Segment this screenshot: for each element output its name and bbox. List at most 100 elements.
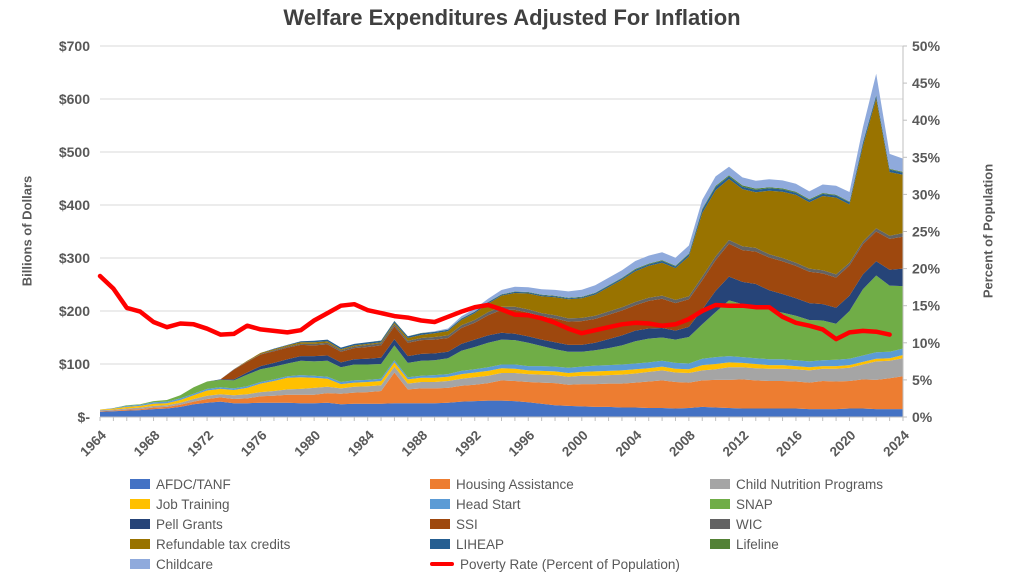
right-tick-label: 15%: [912, 298, 941, 314]
right-axis-title: Percent of Population: [980, 163, 996, 299]
legend-item-refundable-tax-credits: Refundable tax credits: [130, 534, 290, 554]
legend-label: Child Nutrition Programs: [736, 476, 884, 492]
legend-swatch: [130, 559, 150, 569]
area-child-nutrition-programs: [100, 358, 903, 412]
legend-item-housing-assistance: Housing Assistance: [430, 474, 680, 494]
left-tick-label: $700: [59, 38, 90, 54]
legend-item-poverty-rate-percent-of-population: Poverty Rate (Percent of Population): [430, 554, 680, 574]
right-tick-label: 25%: [912, 224, 941, 240]
axes: [99, 45, 907, 421]
x-tick-label: 2008: [666, 427, 698, 459]
legend-item-childcare: Childcare: [130, 554, 290, 574]
left-tick-label: $600: [59, 91, 90, 107]
legend-label: LIHEAP: [456, 536, 505, 552]
legend-label: AFDC/TANF: [156, 476, 231, 492]
x-tick-label: 1980: [291, 428, 323, 460]
legend-column-1: AFDC/TANF Job Training Pell Grants Refundab…: [130, 474, 290, 574]
legend-label: Poverty Rate (Percent of Population): [460, 556, 680, 572]
right-tick-label: 45%: [912, 75, 941, 91]
area-pell-grants: [100, 261, 903, 410]
x-tick-label: 2016: [773, 427, 805, 459]
legend-line-marker: [430, 562, 454, 566]
x-tick-label: 1976: [238, 427, 270, 459]
legend-label: Refundable tax credits: [156, 536, 291, 552]
legend-column-2: Housing Assistance Head Start SSI LIHEAP Pov…: [430, 474, 680, 574]
legend-item-afdc-tanf: AFDC/TANF: [130, 474, 290, 494]
legend-column-3: Child Nutrition Programs SNAP WIC Lifeline: [710, 474, 883, 554]
legend-item-wic: WIC: [710, 514, 883, 534]
legend-label: Job Training: [156, 496, 230, 512]
legend-item-head-start: Head Start: [430, 494, 680, 514]
legend-item-pell-grants: Pell Grants: [130, 514, 290, 534]
x-tick-label: 2000: [559, 428, 591, 460]
legend-swatch: [710, 499, 730, 509]
x-tick-label: 2024: [880, 427, 912, 459]
area-head-start: [100, 348, 903, 410]
x-tick-label: 2020: [827, 428, 859, 460]
area-housing-assistance: [100, 372, 903, 412]
stacked-areas: [100, 73, 903, 417]
legend-item-liheap: LIHEAP: [430, 534, 680, 554]
x-axis-tick-labels: 1964 1968 1972 1976 1980 1984 1988 1992 1996 2000…: [77, 427, 912, 459]
x-tick-label: 1984: [345, 427, 377, 459]
legend-swatch: [430, 539, 450, 549]
gridlines: [100, 45, 903, 365]
legend-swatch: [710, 479, 730, 489]
left-axis-title: Billions of Dollars: [19, 175, 35, 287]
legend-swatch: [430, 479, 450, 489]
legend-swatch: [710, 519, 730, 529]
legend-swatch: [130, 479, 150, 489]
legend-swatch: [130, 499, 150, 509]
area-afdc-tanf: [100, 400, 903, 417]
legend-swatch: [130, 519, 150, 529]
x-tick-label: 1992: [452, 428, 484, 460]
legend-label: Housing Assistance: [456, 476, 574, 492]
right-tick-label: 0%: [912, 409, 933, 425]
legend-label: Lifeline: [736, 536, 779, 552]
area-snap: [100, 275, 903, 410]
area-job-training: [100, 355, 903, 411]
x-tick-label: 1996: [506, 427, 538, 459]
legend-label: SNAP: [736, 496, 773, 512]
x-tick-label: 2012: [720, 428, 752, 460]
right-tick-label: 50%: [912, 38, 941, 54]
left-axis-tick-labels: $- $100 $200 $300 $400 $500 $600 $700: [59, 38, 90, 425]
legend-label: Childcare: [156, 556, 214, 572]
legend-swatch: [430, 519, 450, 529]
left-tick-label: $100: [59, 356, 90, 372]
legend-item-job-training: Job Training: [130, 494, 290, 514]
right-tick-label: 5%: [912, 372, 933, 388]
legend-label: SSI: [456, 516, 478, 532]
left-tick-label: $400: [59, 197, 90, 213]
legend-swatch: [430, 499, 450, 509]
x-tick-label: 1964: [77, 427, 109, 459]
legend-item-child-nutrition-programs: Child Nutrition Programs: [710, 474, 883, 494]
left-tick-label: $500: [59, 144, 90, 160]
chart-title: Welfare Expenditures Adjusted For Inflat…: [283, 5, 741, 30]
right-tick-label: 10%: [912, 335, 941, 351]
left-tick-label: $200: [59, 303, 90, 319]
poverty-rate-line: [97, 273, 892, 342]
x-tick-label: 1988: [398, 427, 430, 459]
right-tick-label: 20%: [912, 261, 941, 277]
left-tick-label: $300: [59, 250, 90, 266]
right-axis-tick-labels: 0% 5% 10% 15% 20% 25% 30% 35% 40% 45% 50%: [912, 38, 941, 425]
left-tick-label: $-: [78, 409, 91, 425]
area-ssi: [100, 231, 903, 410]
x-tick-label: 2004: [613, 427, 645, 459]
right-tick-label: 30%: [912, 186, 941, 202]
right-tick-label: 35%: [912, 149, 941, 165]
x-tick-label: 1968: [131, 427, 163, 459]
legend-label: Pell Grants: [156, 516, 223, 532]
x-tick-label: 1972: [184, 428, 216, 460]
right-tick-label: 40%: [912, 112, 941, 128]
legend-label: WIC: [736, 516, 763, 532]
legend-swatch: [130, 539, 150, 549]
legend-item-lifeline: Lifeline: [710, 534, 883, 554]
legend-item-ssi: SSI: [430, 514, 680, 534]
legend-swatch: [710, 539, 730, 549]
legend-item-snap: SNAP: [710, 494, 883, 514]
legend-label: Head Start: [456, 496, 521, 512]
